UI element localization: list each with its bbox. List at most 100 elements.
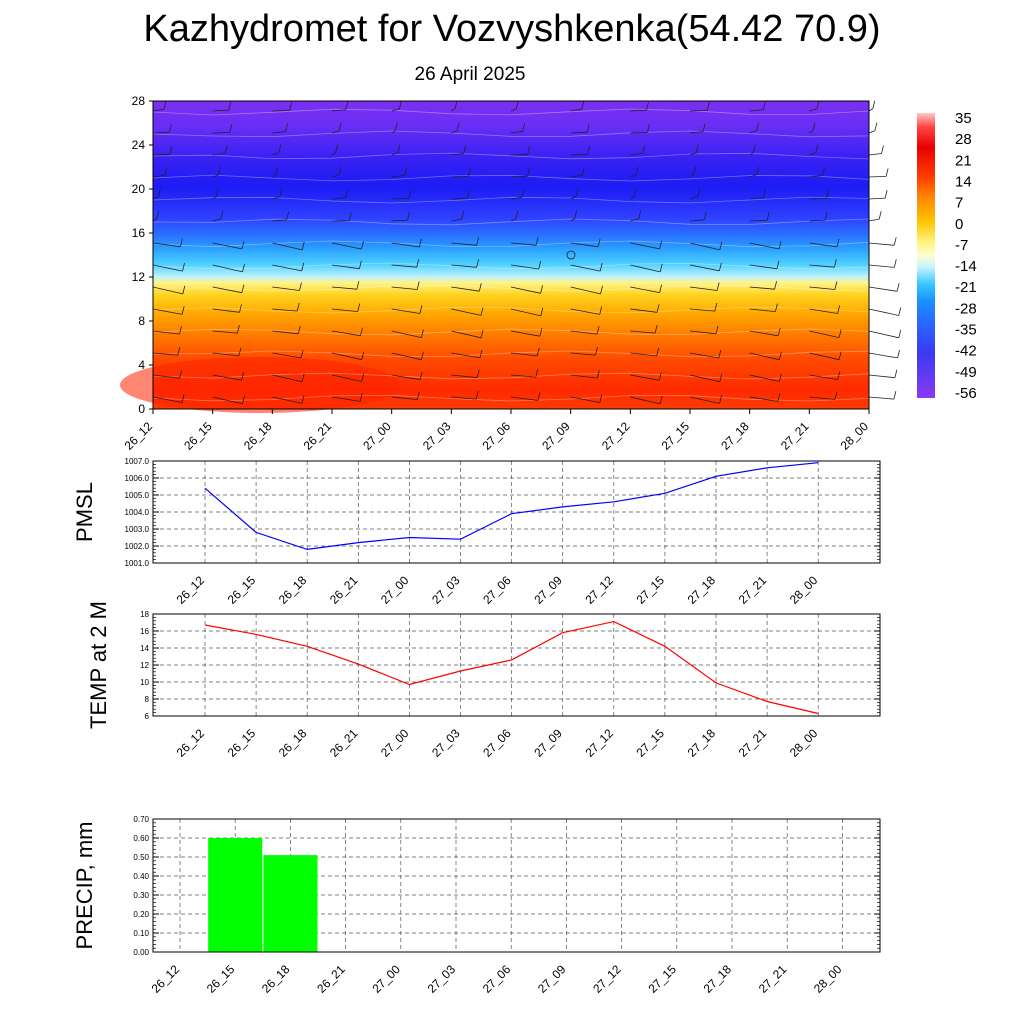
- wind-barb-flag: [775, 303, 778, 312]
- wind-barb-flag: [416, 259, 420, 268]
- wind-barb-flag: [218, 166, 221, 175]
- wind-barb: [152, 264, 183, 272]
- wind-barb-flag: [480, 329, 484, 338]
- wind-barb: [510, 352, 538, 357]
- x-tick-label: 26_12: [149, 962, 183, 996]
- wind-barb-flag: [893, 259, 897, 268]
- wind-barb-flag: [706, 102, 710, 111]
- wind-barb: [809, 219, 826, 222]
- wind-barb: [152, 330, 180, 335]
- colorbar-label: 14: [955, 173, 972, 190]
- wind-barb: [749, 242, 780, 250]
- colorbar-label: 21: [955, 152, 972, 169]
- wind-barb: [391, 330, 422, 338]
- wind-barb-flag: [659, 284, 662, 293]
- wind-barb-flag: [179, 370, 182, 379]
- wind-barb-flag: [718, 349, 722, 359]
- y-tick-label: 16: [132, 226, 146, 240]
- wind-barb-flag: [359, 393, 363, 402]
- wind-barb-flag: [596, 370, 600, 379]
- x-tick-label: 26_15: [181, 419, 215, 453]
- y-tick-label: 0.40: [133, 872, 149, 881]
- x-tick-label: 28_00: [787, 726, 821, 760]
- wind-barb-flag: [535, 369, 539, 378]
- wind-barb: [212, 153, 226, 156]
- wind-barb: [391, 242, 420, 248]
- wind-barb: [451, 130, 458, 134]
- colorbar-label: -7: [955, 237, 968, 254]
- wind-barb-flag: [356, 281, 360, 290]
- y-tick-label: 1001.0: [125, 559, 150, 568]
- wind-barb: [451, 153, 464, 156]
- wind-barb: [212, 218, 221, 222]
- wind-barb-flag: [656, 347, 659, 357]
- wind-barb: [868, 130, 876, 134]
- wind-barb-flag: [756, 166, 760, 175]
- wind-barb-flag: [301, 262, 305, 271]
- x-tick-label: 27_03: [425, 962, 459, 996]
- wind-barb-flag: [540, 285, 543, 294]
- wind-barb: [689, 110, 708, 112]
- wind-barb-flag: [538, 260, 542, 270]
- contour-line: [152, 152, 870, 160]
- wind-barb: [331, 197, 346, 200]
- wind-barb-flag: [158, 188, 161, 197]
- wind-barb: [152, 352, 178, 356]
- wind-barb-flag: [586, 124, 590, 133]
- wind-barb-flag: [719, 262, 722, 271]
- wind-barb-flag: [838, 351, 842, 360]
- contour-line: [152, 262, 870, 270]
- wind-barb: [809, 330, 840, 338]
- wind-barb: [809, 286, 835, 290]
- wind-barb-flag: [285, 123, 288, 132]
- colorbar-label: -35: [955, 322, 977, 339]
- wind-barb: [749, 152, 754, 156]
- wind-barb-flag: [468, 168, 471, 177]
- panel-frame: [152, 613, 881, 717]
- wind-barb-flag: [837, 371, 841, 380]
- wind-barb-flag: [182, 263, 185, 272]
- wind-barb-flag: [419, 238, 422, 248]
- wind-barb: [868, 308, 899, 316]
- wind-barb-flag: [774, 281, 777, 290]
- x-tick-label: 27_18: [685, 573, 719, 607]
- wind-barb: [272, 396, 303, 404]
- wind-barb-flag: [834, 281, 838, 290]
- x-tick-label: 27_12: [599, 419, 633, 453]
- wind-barb-flag: [239, 304, 242, 313]
- wind-barb: [331, 330, 361, 337]
- contour-line: [152, 240, 870, 248]
- wind-barb: [212, 264, 243, 273]
- x-tick-label: 27_12: [590, 962, 624, 996]
- wind-barb: [868, 396, 894, 400]
- wind-barb: [809, 130, 814, 134]
- precip-axis-label: PRECIP, mm: [72, 822, 97, 950]
- y-tick-label: 1003.0: [125, 525, 150, 534]
- wind-barb-flag: [884, 190, 888, 199]
- y-tick-label: 1005.0: [125, 491, 150, 500]
- wind-barb-flag: [696, 144, 699, 153]
- wind-barb: [630, 374, 660, 381]
- wind-barb: [689, 131, 704, 134]
- wind-barb: [212, 196, 217, 200]
- wind-barb-flag: [454, 100, 458, 109]
- wind-barb: [451, 330, 482, 339]
- x-tick-label: 26_15: [225, 573, 259, 607]
- x-tick-label: 27_06: [480, 419, 514, 453]
- wind-barb: [570, 153, 588, 156]
- wind-barb-flag: [897, 349, 900, 358]
- wind-barb: [212, 174, 219, 178]
- wind-barb-flag: [693, 166, 697, 175]
- wind-barb: [510, 175, 528, 178]
- wind-barb: [630, 174, 637, 178]
- wind-barb-flag: [179, 326, 182, 335]
- y-tick-label: 1006.0: [125, 474, 150, 483]
- colorbar-label: 0: [955, 216, 963, 233]
- wind-barb-flag: [180, 238, 183, 247]
- wind-barb: [391, 308, 420, 314]
- wind-barb-flag: [659, 395, 663, 404]
- x-tick-label: 26_21: [327, 726, 361, 760]
- wind-barb: [212, 396, 243, 405]
- wind-barb: [570, 264, 601, 272]
- wind-barb-flag: [575, 188, 579, 197]
